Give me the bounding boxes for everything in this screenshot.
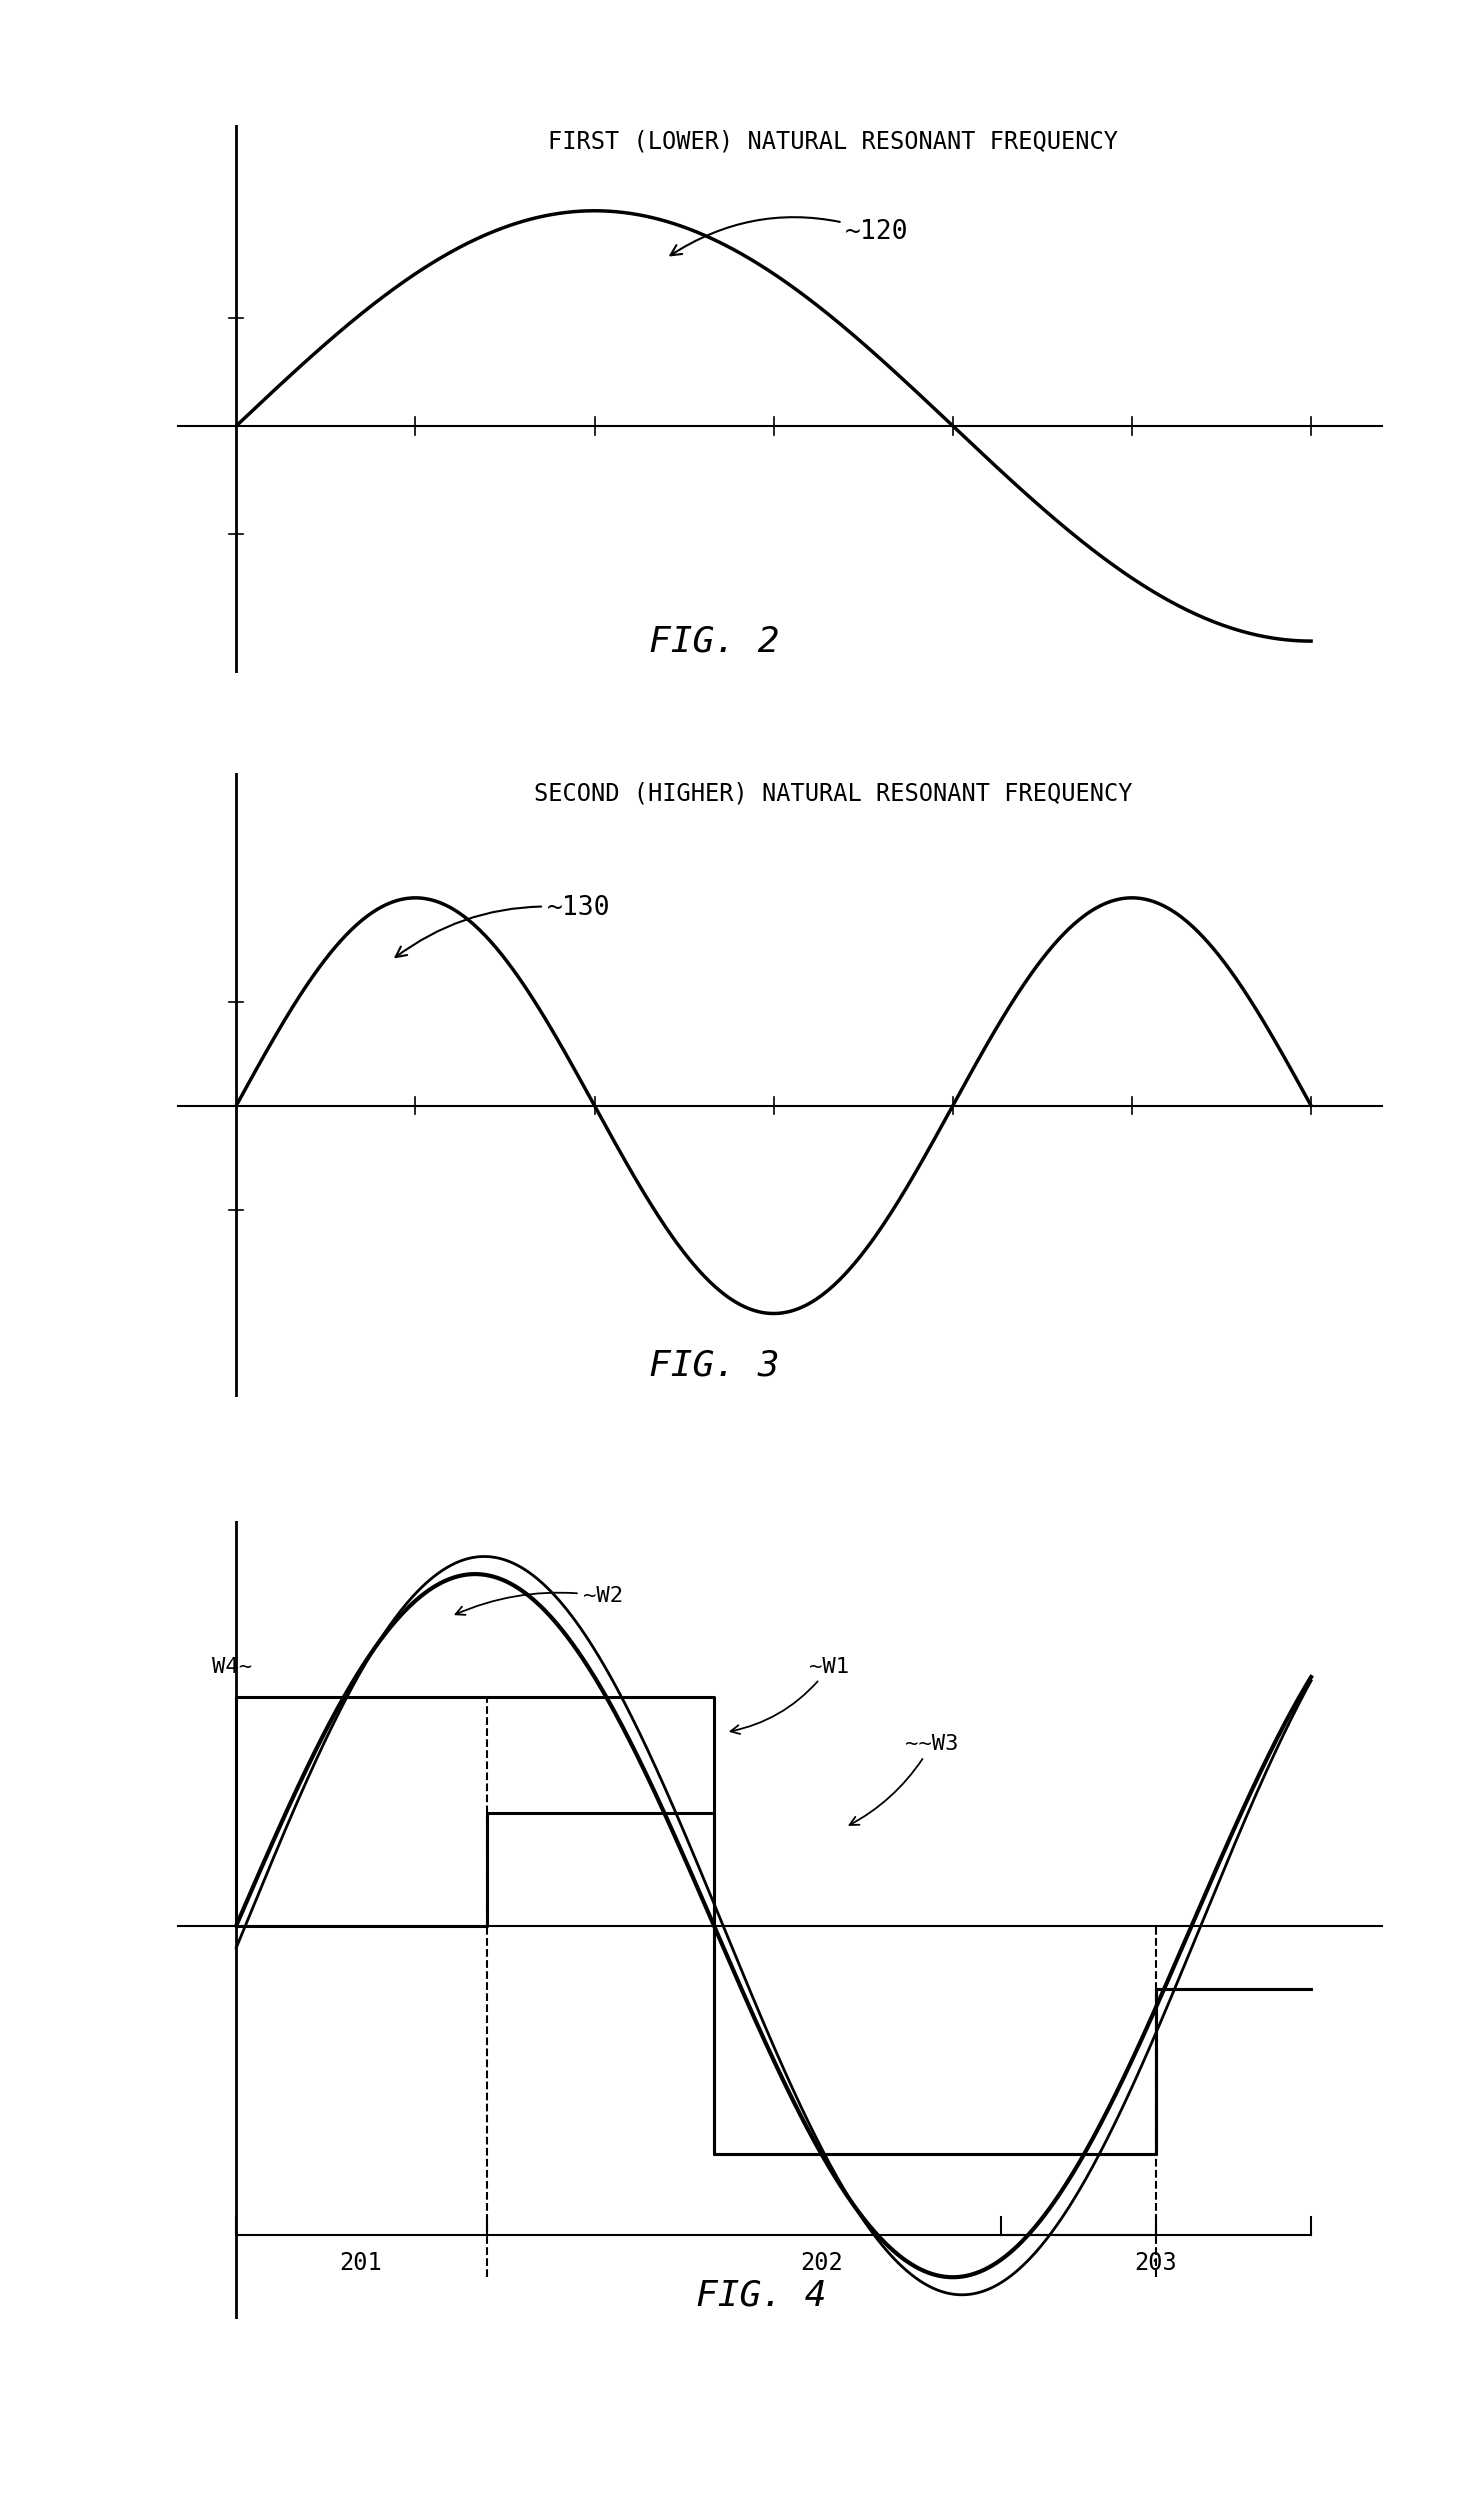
Text: ~W2: ~W2 (456, 1586, 622, 1614)
Text: 203: 203 (1134, 2252, 1177, 2275)
Text: 201: 201 (338, 2252, 382, 2275)
Text: W4~: W4~ (212, 1656, 253, 1676)
Text: SECOND (HIGHER) NATURAL RESONANT FREQUENCY: SECOND (HIGHER) NATURAL RESONANT FREQUEN… (534, 783, 1133, 806)
Text: ~130: ~130 (396, 895, 610, 958)
Text: FIG. 2: FIG. 2 (649, 626, 780, 658)
Text: FIRST (LOWER) NATURAL RESONANT FREQUENCY: FIRST (LOWER) NATURAL RESONANT FREQUENCY (549, 130, 1118, 155)
Text: FIG. 3: FIG. 3 (649, 1349, 780, 1382)
Text: FIG. 4: FIG. 4 (696, 2280, 827, 2312)
Text: ~~W3: ~~W3 (850, 1733, 959, 1826)
Text: ~W1: ~W1 (731, 1656, 850, 1733)
Text: 202: 202 (800, 2252, 843, 2275)
Text: ~120: ~120 (671, 217, 909, 254)
